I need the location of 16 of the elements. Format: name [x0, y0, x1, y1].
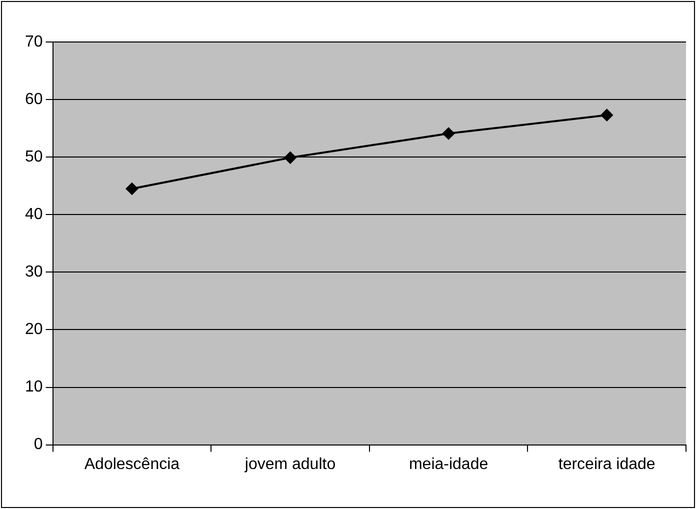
point [284, 152, 296, 164]
point [600, 109, 613, 122]
x-tick-label: jovem adulto [244, 456, 336, 473]
y-tick-label: 40 [25, 206, 43, 224]
y-tick-label: 0 [34, 436, 43, 454]
y-tick-label: 20 [25, 321, 43, 338]
y-tick-label: 10 [25, 378, 43, 396]
point [442, 127, 455, 140]
y-tick-label: 60 [25, 90, 43, 108]
x-tick-label: Adolescência [84, 456, 180, 473]
point [126, 182, 138, 195]
y-tick-label: 50 [25, 148, 43, 166]
x-tick-label: terceira idade [558, 456, 656, 473]
x-tick-label: meia-idade [408, 456, 488, 473]
y-tick-label: 30 [25, 264, 43, 281]
y-tick-label: 70 [25, 33, 43, 50]
